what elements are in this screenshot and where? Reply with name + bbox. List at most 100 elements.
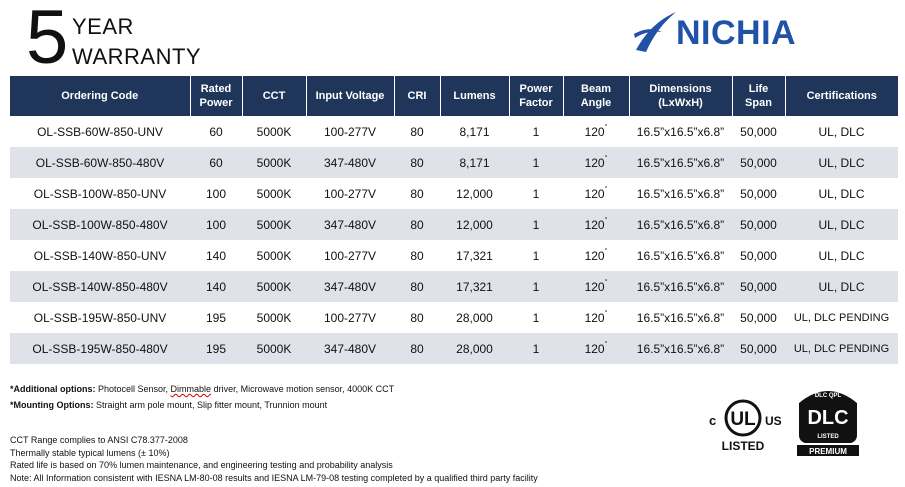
cell-value: 5000K <box>256 124 292 139</box>
cell-rated-power: 195 <box>190 333 242 364</box>
warranty-badge: 5 YEAR WARRANTY <box>6 0 206 76</box>
cell-value: 347-480V <box>323 279 377 294</box>
cell-value: 8,171 <box>459 124 490 139</box>
cell-value: 80 <box>410 341 424 356</box>
cell-cri: 80 <box>394 271 440 302</box>
cell-rated-power: 100 <box>190 178 242 209</box>
table-row: OL-SSB-195W-850-UNV 195 5000K 100-277V 80 28,… <box>10 302 898 333</box>
footnote: CCT Range complies to ANSI C78.377-2008 <box>10 435 188 445</box>
cell-value: 5000K <box>256 186 292 201</box>
cell-cct: 5000K <box>242 240 306 271</box>
cell-ordering-code: OL-SSB-140W-850-UNV <box>10 240 190 271</box>
cell-beam-angle: 120° <box>563 178 629 209</box>
cell-value: 80 <box>410 310 424 325</box>
cell-rated-power: 195 <box>190 302 242 333</box>
column-header-input-voltage: Input Voltage <box>305 76 394 116</box>
cell-cri: 80 <box>394 333 440 364</box>
cell-life-span: 50,000 <box>732 240 785 271</box>
degree-symbol: ° <box>604 247 608 255</box>
cell-value: 100-277V <box>323 186 377 201</box>
cell-value: 60 <box>209 124 223 139</box>
column-header-line: Lumens <box>453 90 496 102</box>
cell-beam-angle: 120° <box>563 333 629 364</box>
cell-dimensions: 16.5”x16.5”x6.8” <box>629 271 732 302</box>
cell-value: 1 <box>532 155 540 170</box>
cell-value: 195 <box>205 341 227 356</box>
cell-dimensions: 16.5”x16.5”x6.8” <box>629 302 732 333</box>
cell-rated-power: 60 <box>190 116 242 147</box>
cell-input-voltage: 100-277V <box>306 302 394 333</box>
cell-value: UL, DLC <box>818 124 865 139</box>
cell-value: 347-480V <box>323 341 377 356</box>
nichia-swoosh-icon <box>634 12 676 52</box>
column-header-life-span: Life Span <box>731 76 785 116</box>
cell-input-voltage: 100-277V <box>306 240 394 271</box>
cell-input-voltage: 100-277V <box>306 178 394 209</box>
column-header-line: Factor <box>519 97 553 109</box>
warranty-line-1: YEAR <box>72 14 134 39</box>
column-header-line: Power <box>199 97 233 109</box>
ul-mark-text: UL <box>730 409 756 430</box>
cell-value: OL-SSB-100W-850-480V <box>32 217 168 232</box>
cell-value: 50,000 <box>740 217 777 232</box>
table-body: OL-SSB-60W-850-UNV 60 5000K 100-277V 80 8,171… <box>10 116 898 364</box>
mounting-options-text: Straight arm pole mount, Slip fitter mou… <box>93 400 328 410</box>
cell-value: 17,321 <box>456 279 493 294</box>
cell-life-span: 50,000 <box>732 147 785 178</box>
cell-certifications: UL, DLC PENDING <box>785 302 898 333</box>
column-header-line: Dimensions <box>649 83 712 95</box>
column-header-line: Ordering Code <box>61 90 139 102</box>
cell-value: 80 <box>410 279 424 294</box>
cell-power-factor: 1 <box>509 116 563 147</box>
cell-ordering-code: OL-SSB-60W-850-480V <box>10 147 190 178</box>
column-header-dimensions: Dimensions (LxWxH) <box>628 76 732 116</box>
brand-logo: NICHIA <box>632 10 832 56</box>
cell-dimensions: 16.5”x16.5”x6.8” <box>629 240 732 271</box>
cell-cct: 5000K <box>242 302 306 333</box>
cell-value: 60 <box>209 155 223 170</box>
cell-value: UL, DLC PENDING <box>793 311 890 324</box>
cell-certifications: UL, DLC <box>785 240 898 271</box>
additional-options-pre: Photocell Sensor, <box>95 384 171 394</box>
column-header-line: CRI <box>407 90 427 102</box>
cell-ordering-code: OL-SSB-100W-850-480V <box>10 209 190 240</box>
footnote: Rated life is based on 70% lumen mainten… <box>10 460 393 470</box>
warranty-years: 5 <box>26 0 69 80</box>
cell-lumens: 17,321 <box>440 240 509 271</box>
cell-life-span: 50,000 <box>732 271 785 302</box>
cell-value: 120 <box>584 310 605 325</box>
column-header-certifications: Certifications <box>784 76 898 116</box>
column-header-line: Life <box>748 83 769 95</box>
cell-value: 1 <box>532 341 540 356</box>
ul-listed-logo: c UL US LISTED <box>709 399 782 452</box>
column-header-line: Input Voltage <box>315 90 385 102</box>
cell-value: 12,000 <box>456 217 493 232</box>
cell-value: 1 <box>532 279 540 294</box>
cell-value: UL, DLC <box>818 217 865 232</box>
cell-beam-angle: 120° <box>563 147 629 178</box>
cell-beam-angle: 120° <box>563 116 629 147</box>
column-header-line: Rated <box>200 83 232 95</box>
column-header-line: Angle <box>580 97 612 109</box>
degree-symbol: ° <box>604 340 608 348</box>
cell-value: 80 <box>410 248 424 263</box>
column-header-ordering-code: Ordering Code <box>10 76 190 116</box>
cell-value: 50,000 <box>740 310 777 325</box>
cell-ordering-code: OL-SSB-195W-850-UNV <box>10 302 190 333</box>
cell-value: UL, DLC <box>818 155 865 170</box>
cell-cri: 80 <box>394 240 440 271</box>
cell-value: 16.5”x16.5”x6.8” <box>636 217 725 232</box>
table-row: OL-SSB-140W-850-UNV 140 5000K 100-277V 80 17,… <box>10 240 898 271</box>
cell-value: 28,000 <box>456 341 493 356</box>
cell-value: 5000K <box>256 217 292 232</box>
cell-value: 16.5”x16.5”x6.8” <box>636 186 725 201</box>
cell-cri: 80 <box>394 209 440 240</box>
cell-value: 16.5”x16.5”x6.8” <box>636 341 725 356</box>
mounting-options-label: *Mounting Options: <box>10 400 94 410</box>
cell-lumens: 28,000 <box>440 333 509 364</box>
cell-value: 1 <box>532 124 540 139</box>
cell-certifications: UL, DLC <box>785 178 898 209</box>
cell-rated-power: 140 <box>190 271 242 302</box>
cell-value: 16.5”x16.5”x6.8” <box>636 310 725 325</box>
cell-power-factor: 1 <box>509 333 563 364</box>
